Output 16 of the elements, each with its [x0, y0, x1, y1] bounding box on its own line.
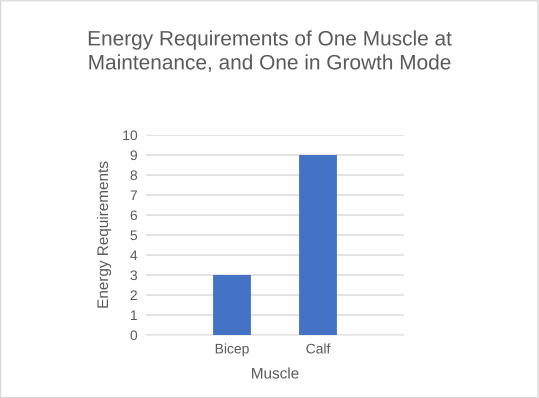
y-tick-label: 1 — [131, 310, 137, 320]
x-tick-label: Bicep — [216, 343, 249, 356]
x-axis-title: Muscle — [252, 367, 299, 379]
x-tick-label: Calf — [306, 343, 330, 354]
y-axis-title: Energy Requirements — [96, 162, 112, 308]
chart-title: Energy Requirements of One Muscle at Maintenance, and One in Growth Mode — [88, 30, 452, 72]
y-tick-label: 4 — [130, 250, 138, 260]
y-tick-label: 5 — [130, 230, 138, 240]
y-tick-label: 10 — [123, 130, 138, 140]
y-tick-label: 6 — [130, 210, 138, 220]
y-tick-label: 7 — [130, 190, 137, 200]
y-tick-label: 0 — [130, 330, 138, 340]
y-tick-label: 9 — [130, 150, 138, 160]
y-tick-label: 2 — [130, 290, 137, 300]
y-tick-label: 3 — [130, 270, 138, 280]
y-tick-label: 8 — [130, 170, 138, 180]
